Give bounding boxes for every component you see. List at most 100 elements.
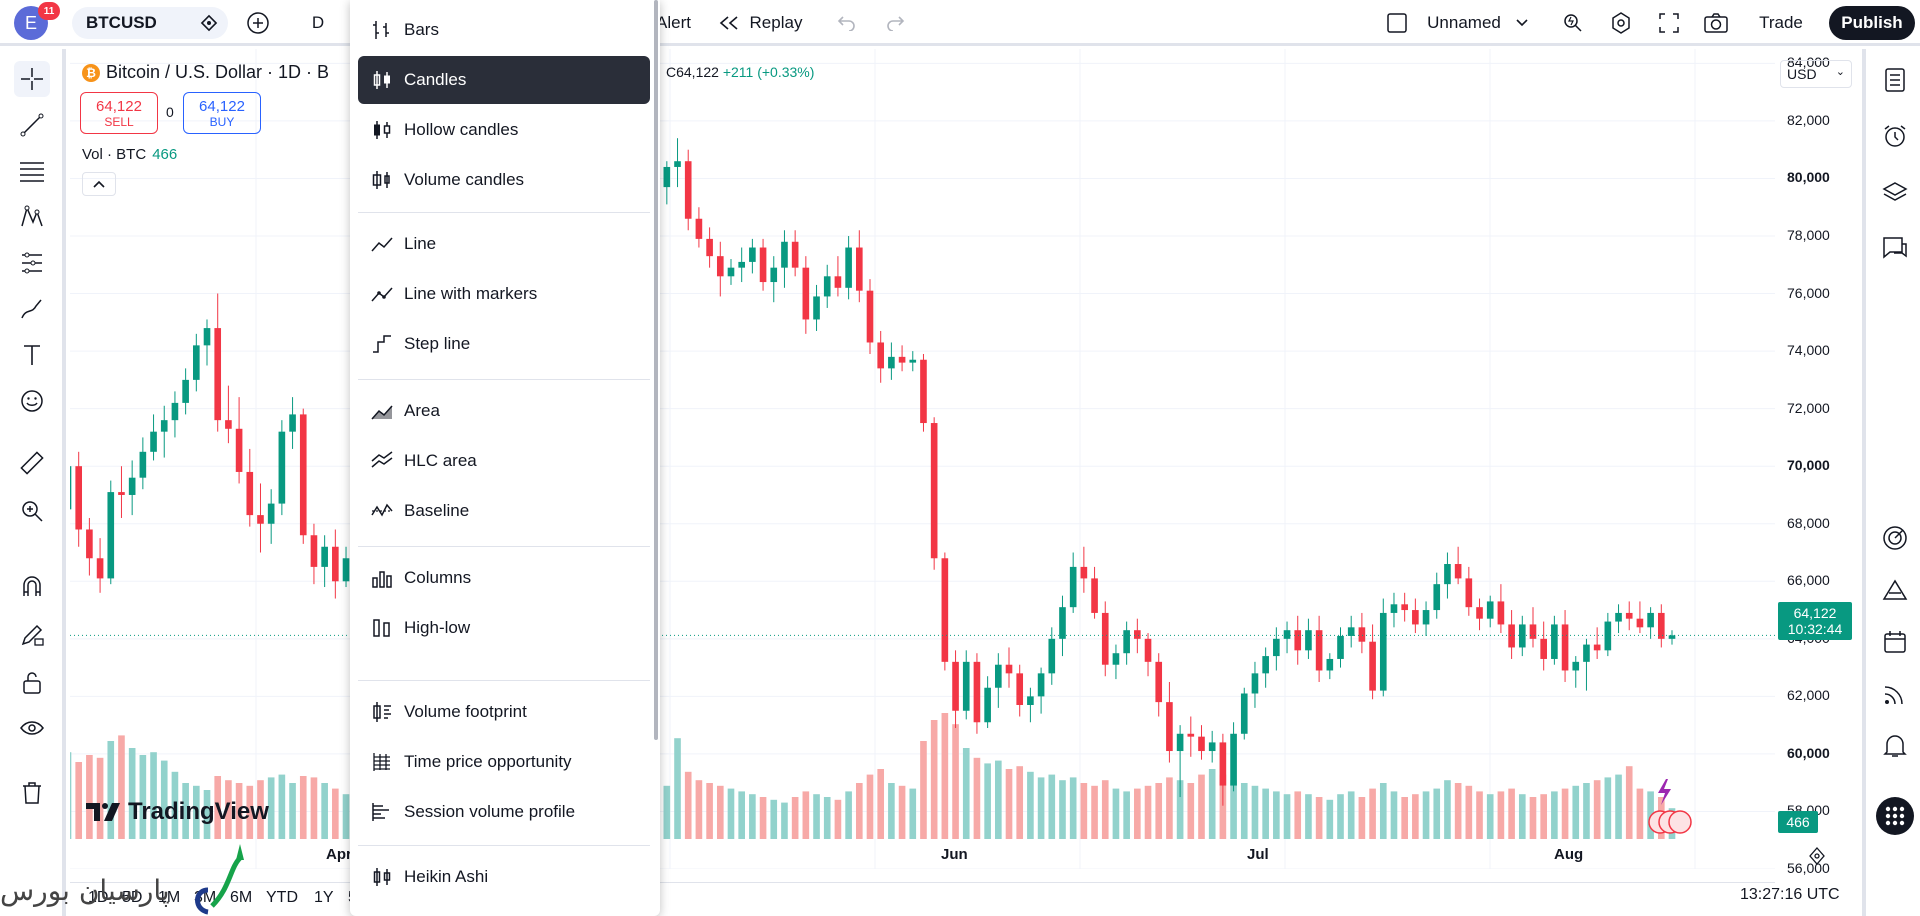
- ruler-icon[interactable]: [14, 445, 50, 481]
- menu-item-step-line[interactable]: Step line: [358, 320, 650, 368]
- camera-icon[interactable]: [1700, 8, 1732, 38]
- menu-item-bars[interactable]: Bars: [358, 6, 650, 54]
- menu-item-tpo[interactable]: Time price opportunity: [358, 738, 650, 786]
- chat-icon[interactable]: [1876, 229, 1914, 267]
- watchlist-icon[interactable]: [1876, 61, 1914, 99]
- edit-lock-icon[interactable]: [14, 617, 50, 653]
- replay-icon[interactable]: [716, 8, 742, 38]
- candle-body: [310, 535, 318, 567]
- layers-icon[interactable]: [1876, 173, 1914, 211]
- calendar-icon[interactable]: [1876, 623, 1914, 661]
- chart-pane[interactable]: [70, 49, 1775, 869]
- fib-lines-icon[interactable]: [14, 153, 50, 189]
- range-5d[interactable]: 5D: [122, 889, 143, 906]
- series-legend[interactable]: ₿ Bitcoin / U.S. Dollar · 1D · B: [82, 62, 329, 83]
- menu-item-hollow-candles[interactable]: Hollow candles: [358, 106, 650, 154]
- trash-icon[interactable]: [14, 775, 50, 811]
- range-1m[interactable]: 1M: [158, 889, 181, 906]
- menu-item-volume-footprint[interactable]: Volume footprint: [358, 688, 650, 736]
- range-ytd[interactable]: YTD: [266, 889, 298, 906]
- menu-item-line-markers[interactable]: Line with markers: [358, 270, 650, 318]
- price-tick: 66,000: [1787, 572, 1830, 589]
- price-scale[interactable]: 84,000 82,000 80,000 78,000 76,000 74,000 72,0…: [1775, 49, 1862, 876]
- trend-line-icon[interactable]: [14, 107, 50, 143]
- layout-checkbox-icon[interactable]: [1384, 8, 1410, 38]
- session-volume-icon: [370, 800, 394, 824]
- alarm-icon[interactable]: [1876, 117, 1914, 155]
- menu-item-columns[interactable]: Columns: [358, 554, 650, 602]
- lock-icon[interactable]: [14, 665, 50, 701]
- event-marker[interactable]: [1668, 810, 1692, 834]
- streams-icon[interactable]: [1876, 675, 1914, 713]
- replay-button[interactable]: Replay: [749, 13, 803, 32]
- tradingview-logo: TradingView: [86, 798, 269, 826]
- magnet-icon[interactable]: [14, 569, 50, 605]
- volume-bar: [203, 790, 211, 839]
- quick-search-icon[interactable]: [1558, 8, 1588, 38]
- text-icon[interactable]: [14, 337, 50, 373]
- publish-button[interactable]: Publish: [1829, 6, 1915, 40]
- candle-body: [706, 238, 713, 257]
- brush-icon[interactable]: [14, 291, 50, 327]
- emoji-icon[interactable]: [14, 383, 50, 419]
- volume-bar: [1208, 769, 1216, 839]
- ideas-icon[interactable]: [1876, 571, 1914, 609]
- menu-item-volume-candles[interactable]: Volume candles: [358, 156, 650, 204]
- menu-item-candles[interactable]: Candles: [358, 56, 650, 104]
- trade-button[interactable]: Trade: [1759, 13, 1803, 32]
- menu-item-heikin-ashi[interactable]: Heikin Ashi: [358, 853, 650, 901]
- volume-bar: [813, 794, 820, 839]
- menu-item-session-volume[interactable]: Session volume profile: [358, 788, 650, 836]
- apps-grid-icon[interactable]: [1876, 797, 1914, 835]
- target-icon[interactable]: [1876, 519, 1914, 557]
- alert-button[interactable]: Alert: [656, 13, 691, 32]
- economic-events-icon[interactable]: [1648, 810, 1692, 834]
- candlestick-chart[interactable]: [70, 49, 1775, 869]
- menu-item-baseline[interactable]: Baseline: [358, 487, 650, 535]
- volume-bar: [1305, 794, 1312, 839]
- candle-body: [1166, 702, 1173, 752]
- time-scale[interactable]: Apr Jun Jul Aug: [70, 844, 1775, 868]
- bell-icon[interactable]: [1876, 727, 1914, 765]
- menu-item-area[interactable]: Area: [358, 387, 650, 435]
- menu-item-line[interactable]: Line: [358, 220, 650, 268]
- volume-bar: [674, 738, 681, 839]
- volume-legend[interactable]: Vol · BTC 466: [82, 146, 177, 163]
- menu-item-high-low[interactable]: High-low: [358, 604, 650, 652]
- redo-icon[interactable]: [882, 8, 908, 38]
- fullscreen-icon[interactable]: [1654, 8, 1684, 38]
- volume-bar: [193, 785, 200, 839]
- last-price-label: 64,122 10:32:44: [1778, 602, 1852, 640]
- range-6m[interactable]: 6M: [230, 889, 253, 906]
- columns-icon: [370, 566, 394, 590]
- price-tick: 60,000: [1787, 744, 1830, 761]
- crosshair-icon[interactable]: [14, 61, 50, 97]
- symbol-search-button[interactable]: BTCUSD: [72, 7, 228, 39]
- zoom-in-icon[interactable]: [14, 493, 50, 529]
- volume-label: Vol · BTC: [82, 146, 147, 163]
- diamond-icon[interactable]: [200, 14, 218, 35]
- sell-button[interactable]: 64,122 SELL: [80, 92, 158, 134]
- collapse-legend-button[interactable]: [82, 172, 116, 196]
- currency-select[interactable]: USD ⌄: [1780, 60, 1852, 88]
- menu-item-label: HLC area: [404, 451, 477, 470]
- menu-item-renko[interactable]: Renko: [358, 903, 650, 916]
- range-1d[interactable]: 1D: [88, 889, 109, 906]
- lightning-icon[interactable]: [1658, 779, 1671, 805]
- scale-settings-icon[interactable]: [1808, 847, 1826, 870]
- interval-button[interactable]: D: [311, 13, 325, 32]
- clock[interactable]: 13:27:16 UTC: [1740, 886, 1840, 903]
- range-1y[interactable]: 1Y: [314, 889, 334, 906]
- settings-icon[interactable]: [1606, 8, 1636, 38]
- eye-icon[interactable]: [14, 711, 50, 747]
- pattern-icon[interactable]: [14, 199, 50, 235]
- buy-button[interactable]: 64,122 BUY: [183, 92, 261, 134]
- menu-item-hlc-area[interactable]: HLC area: [358, 437, 650, 485]
- undo-icon[interactable]: [834, 8, 860, 38]
- chevron-down-icon[interactable]: [1512, 8, 1532, 38]
- layout-name[interactable]: Unnamed: [1427, 13, 1501, 32]
- forecast-icon[interactable]: [14, 245, 50, 281]
- compare-add-icon[interactable]: [244, 8, 272, 38]
- menu-scrollbar[interactable]: [654, 0, 658, 740]
- volume-bar: [845, 791, 852, 839]
